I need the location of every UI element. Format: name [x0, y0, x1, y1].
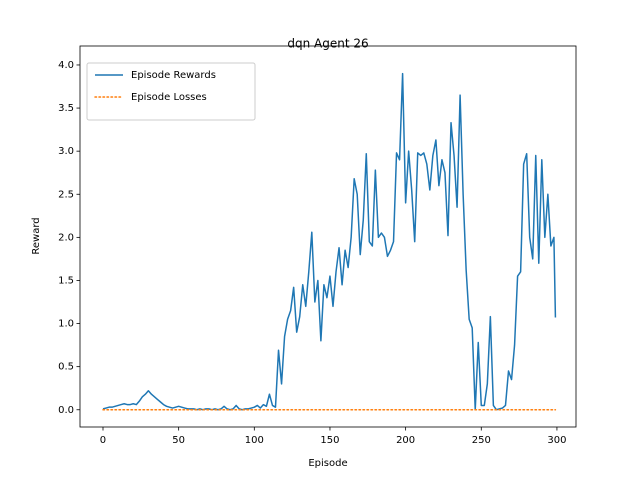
- x-tick-label: 300: [547, 435, 566, 446]
- y-tick-label: 4.0: [58, 60, 74, 71]
- y-tick-label: 0.0: [58, 405, 74, 416]
- y-tick-label: 1.0: [58, 319, 74, 330]
- x-tick-label: 50: [172, 435, 185, 446]
- y-axis-label: Reward: [31, 217, 42, 254]
- data-line: [102, 72, 557, 411]
- x-tick-label: 200: [396, 435, 415, 446]
- y-tick-label: 2.5: [58, 189, 74, 200]
- x-axis-label: Episode: [308, 458, 347, 469]
- y-tick-label: 3.0: [58, 146, 74, 157]
- x-tick-label: 150: [320, 435, 339, 446]
- plot-frame: [79, 45, 577, 428]
- legend-label: Episode Losses: [131, 92, 207, 103]
- y-tick-label: 0.5: [58, 362, 74, 373]
- legend-label: Episode Rewards: [131, 70, 216, 81]
- x-tick-label: 100: [245, 435, 264, 446]
- chart-title: dqn Agent 26: [287, 37, 368, 51]
- y-tick-label: 1.5: [58, 275, 74, 286]
- y-tick-label: 2.0: [58, 232, 74, 243]
- y-tick-label: 3.5: [58, 103, 74, 114]
- x-tick-label: 0: [100, 435, 106, 446]
- legend-box: [86, 62, 256, 121]
- x-tick-label: 250: [472, 435, 491, 446]
